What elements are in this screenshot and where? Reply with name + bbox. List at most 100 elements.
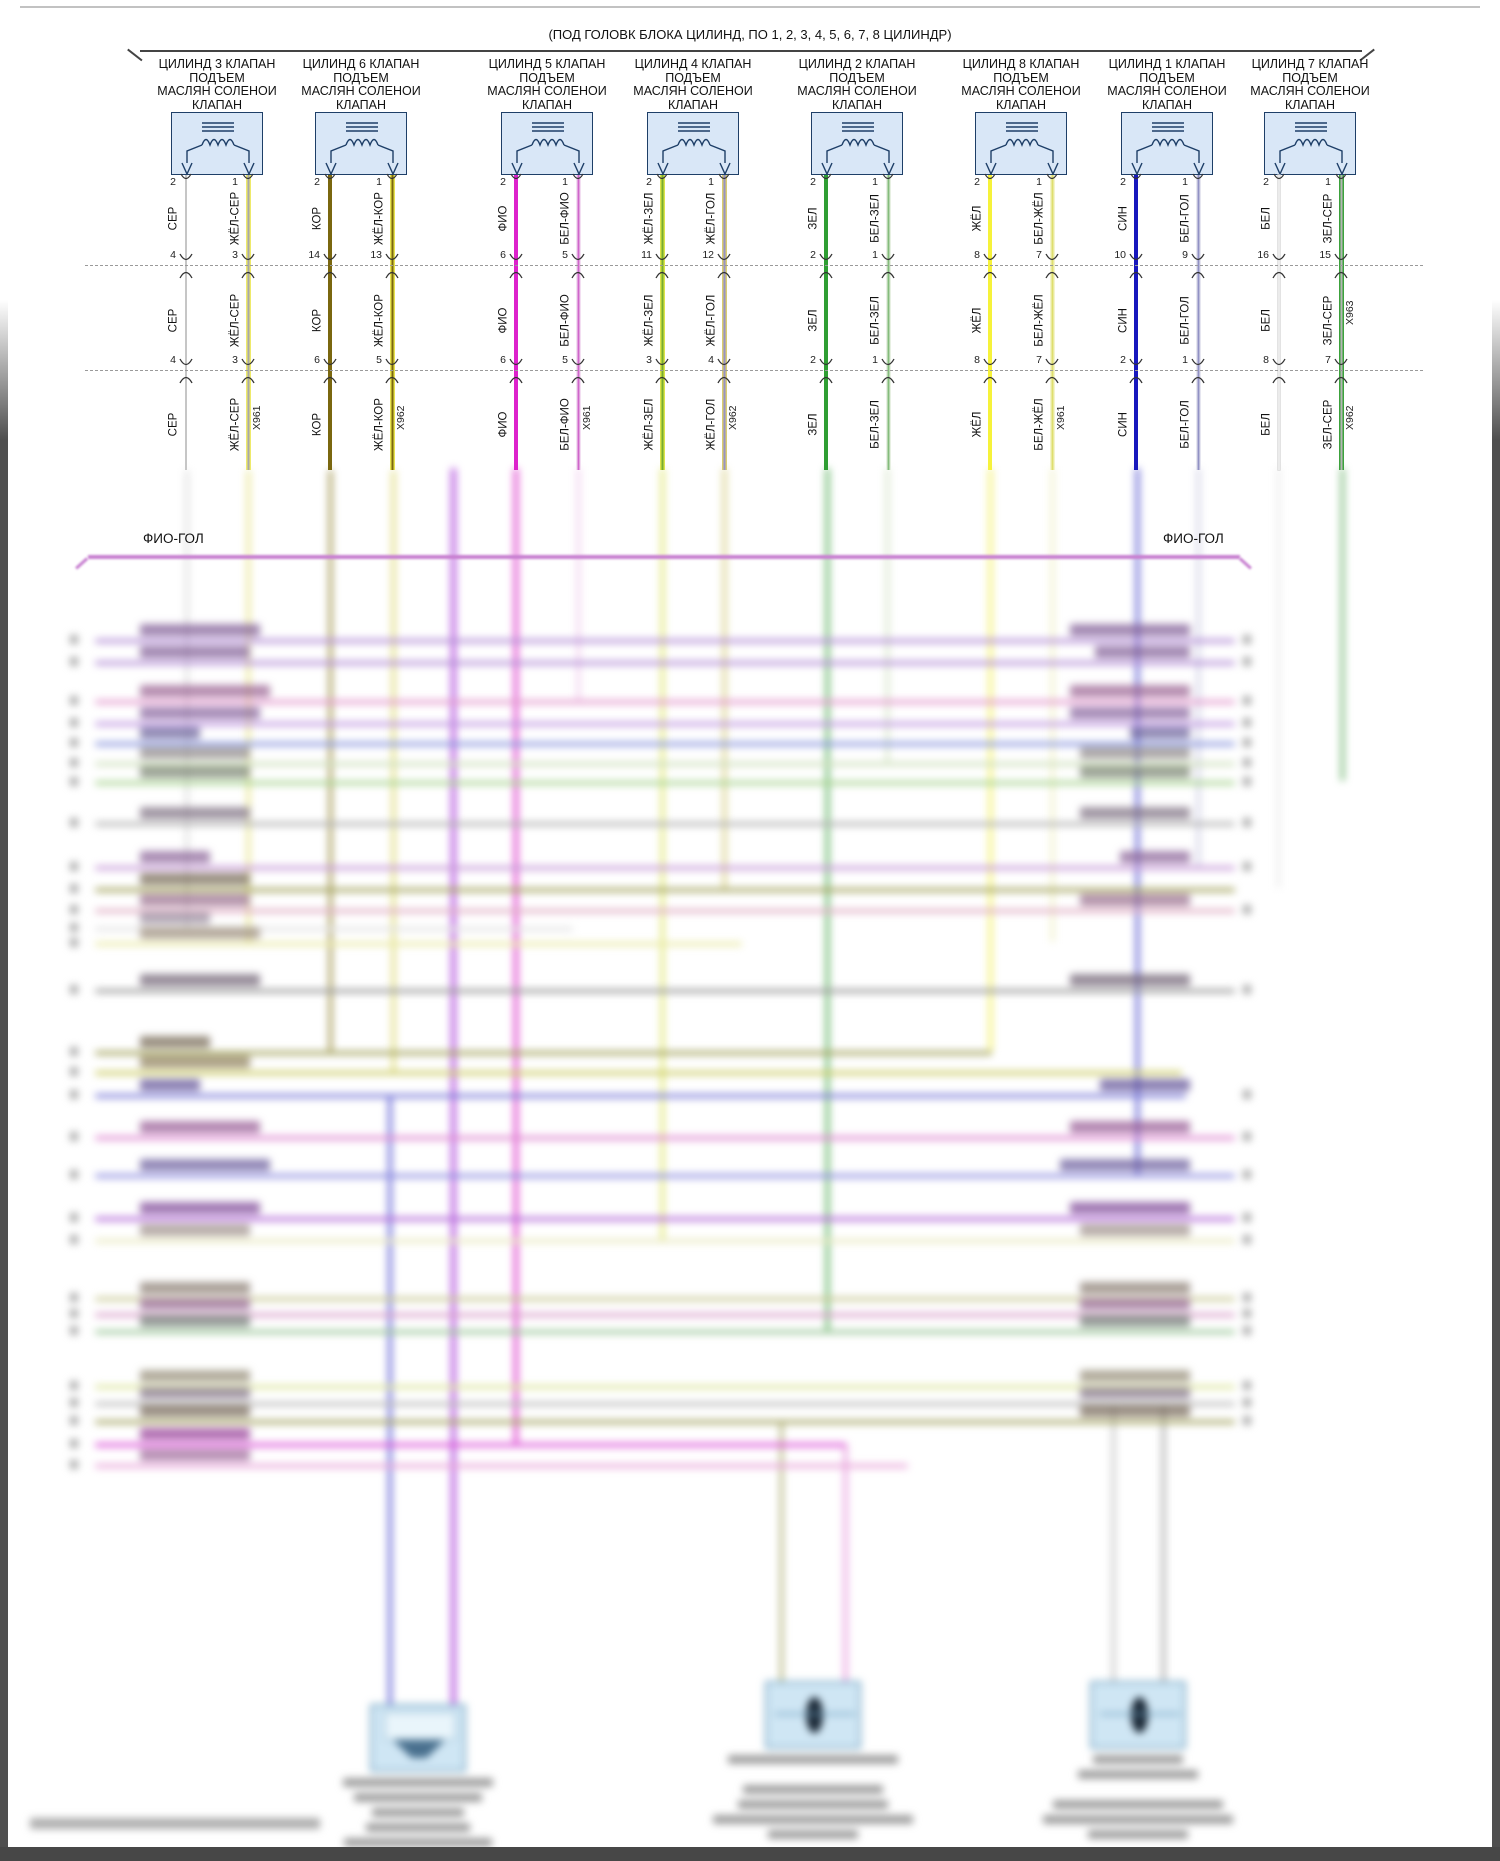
inline-connector-icon [717, 358, 731, 384]
blur-right-pin [1243, 1235, 1251, 1244]
blur-right-label [1080, 766, 1190, 778]
component-title-line: МАСЛЯН СОЛЕНОИ [633, 84, 753, 98]
inline-connector-icon [1191, 253, 1205, 279]
blur-left-pin [70, 1170, 78, 1179]
pin-number: 1 [872, 176, 878, 188]
component-title-line: ЦИЛИНД 3 КЛАПАН [158, 57, 276, 71]
connector-pin-number: 7 [1325, 354, 1331, 366]
blur-horizontal-wire [95, 762, 1235, 766]
blur-vertical-wire [514, 468, 518, 1443]
inline-connector-icon [1129, 253, 1143, 279]
blur-right-pin [1243, 1132, 1251, 1141]
component-title-line: КЛАПАН [1284, 97, 1336, 112]
inline-connector-icon [655, 358, 669, 384]
blur-vertical-wire [988, 468, 992, 1051]
blur-right-pin [1243, 1213, 1251, 1222]
pin-number: 1 [1036, 176, 1042, 188]
wire-label: ЗЕЛ-СЕР [1322, 399, 1335, 449]
blur-left-pin [70, 1293, 78, 1302]
solenoid-box [975, 112, 1067, 176]
frame-bottom [0, 1847, 1500, 1861]
blur-left-pin [70, 985, 78, 994]
pin-number: 1 [562, 176, 568, 188]
blur-left-label [140, 851, 210, 863]
wire-label: ЖЁЛ-СЕР [229, 293, 242, 347]
blur-left-label [140, 974, 260, 986]
wire-label: БЕЛ-ЖЁЛ [1033, 397, 1046, 451]
connector-pin-number: 12 [702, 249, 714, 261]
wire-right [721, 175, 727, 470]
wire-label: ЗЕЛ [807, 308, 820, 332]
connector-pin-number: 2 [810, 249, 816, 261]
connector-pin-number: 6 [500, 249, 506, 261]
blur-right-label [1130, 727, 1190, 739]
blur-right-label [1070, 974, 1190, 986]
wire-label: БЕЛ-ФИО [559, 397, 572, 451]
terminal-arc-icon [324, 173, 336, 180]
blur-horizontal-wire [95, 1094, 1186, 1098]
pin-number: 2 [500, 176, 506, 188]
component-title-line: ПОДЪЕМ [333, 70, 389, 85]
sensor-core-icon [1131, 1697, 1148, 1733]
wire-label: КОР [311, 308, 324, 332]
blur-left-label [140, 747, 250, 759]
wire-label: БЕЛ-ЖЁЛ [1033, 293, 1046, 347]
wire-right [1338, 175, 1344, 470]
blur-left-label [140, 873, 250, 885]
wire-label: ЗЕЛ-СЕР [1322, 295, 1335, 345]
wire-label: СИН [1117, 307, 1130, 333]
blur-left-pin [70, 923, 78, 932]
blur-vertical-wire [660, 468, 664, 1239]
pin-number: 1 [376, 176, 382, 188]
component-title-line: МАСЛЯН СОЛЕНОИ [487, 84, 607, 98]
frame-right [1492, 300, 1500, 1861]
wire-label: БЕЛ-ЗЕЛ [869, 399, 882, 449]
blur-left-label [140, 766, 250, 778]
blur-horizontal-wire [95, 989, 1235, 993]
component-title-line: ЦИЛИНД 2 КЛАПАН [798, 57, 916, 71]
blur-left-label [140, 727, 200, 739]
solenoid-coil-icon [181, 122, 255, 176]
blur-left-pin [70, 758, 78, 767]
pin-number: 2 [1120, 176, 1126, 188]
plug-inner-cavity [384, 1712, 456, 1740]
connector-pin-number: 5 [376, 354, 382, 366]
terminal-arc-icon [386, 173, 398, 180]
component-title-line: МАСЛЯН СОЛЕНОИ [157, 84, 277, 98]
blur-horizontal-wire [95, 1217, 1235, 1221]
blur-right-pin [1243, 738, 1251, 747]
blur-horizontal-wire [95, 1420, 1235, 1424]
wire-right [575, 175, 581, 470]
component-title-line: ЦИЛИНД 4 КЛАПАН [634, 57, 752, 71]
sensor-bracket-icon [1100, 1713, 1180, 1729]
blur-right-label [1070, 707, 1190, 719]
blur-right-label [1070, 685, 1190, 697]
inline-connector-icon [323, 358, 337, 384]
header-note: (ПОД ГОЛОВК БЛОКА ЦИЛИНД, ПО 1, 2, 3, 4,… [548, 27, 952, 42]
blur-right-pin [1243, 862, 1251, 871]
wire-label: ЖЁЛ-ГОЛ [705, 398, 718, 450]
connector-pin-number: 1 [872, 249, 878, 261]
blur-left-label [140, 1079, 200, 1091]
blur-vertical-wire [576, 468, 580, 700]
blur-right-label [1120, 851, 1190, 863]
terminal-arc-icon [718, 173, 730, 180]
blur-right-label [1080, 747, 1190, 759]
blur-left-pin [70, 818, 78, 827]
blur-left-pin [70, 1213, 78, 1222]
blur-right-label [1080, 1370, 1190, 1382]
inline-connector-icon [1272, 358, 1286, 384]
wire-left [328, 175, 332, 470]
component-title-line: ЦИЛИНД 7 КЛАПАН [1251, 57, 1369, 71]
caption-line-placeholder [344, 1838, 492, 1847]
inline-connector-icon [655, 253, 669, 279]
pin-number: 1 [232, 176, 238, 188]
component-title-line: КЛАПАН [335, 97, 387, 112]
blur-left-pin [70, 1235, 78, 1244]
blur-right-pin [1243, 657, 1251, 666]
solenoid-box [315, 112, 407, 176]
connector-pin-number: 9 [1182, 249, 1188, 261]
component-title-line: ПОДЪЕМ [993, 70, 1049, 85]
header-bracket-line [140, 50, 1362, 52]
